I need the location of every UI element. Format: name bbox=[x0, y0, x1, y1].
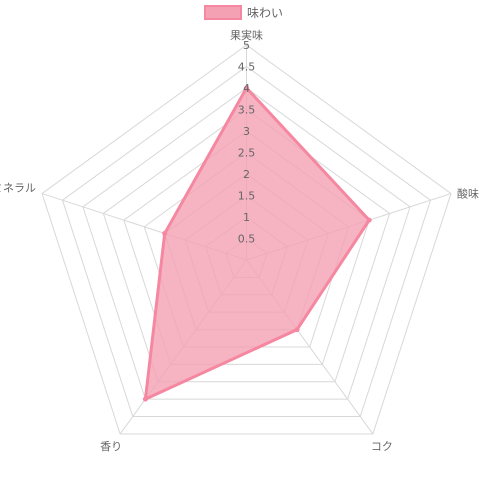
tick-label: 3 bbox=[243, 125, 250, 138]
data-point[interactable] bbox=[142, 396, 148, 402]
axis-label: 香り bbox=[100, 440, 122, 453]
tick-label: 4 bbox=[243, 82, 250, 95]
tick-labels: 0.5 1 1.5 2 2.5 3 3.5 4 4.5 5 bbox=[238, 39, 256, 246]
data-point[interactable] bbox=[366, 217, 372, 223]
data-point[interactable] bbox=[244, 85, 249, 91]
axis-label: 果実味 bbox=[230, 28, 263, 42]
tick-label: 5 bbox=[243, 39, 250, 52]
legend-swatch bbox=[204, 5, 242, 20]
series-area bbox=[143, 86, 371, 401]
axis-label: 酸味 bbox=[457, 187, 479, 201]
data-point[interactable] bbox=[162, 230, 168, 236]
tick-label: 2 bbox=[243, 168, 250, 181]
grid-ring bbox=[82, 87, 411, 400]
tick-label: 1.5 bbox=[238, 190, 256, 203]
grid-ring bbox=[41, 44, 452, 435]
data-point[interactable] bbox=[294, 327, 300, 333]
legend[interactable]: 味わい bbox=[204, 5, 283, 20]
tick-label: 3.5 bbox=[238, 104, 256, 117]
tick-label: 4.5 bbox=[238, 61, 256, 74]
axis-label: コク bbox=[371, 440, 393, 453]
tick-label: 2.5 bbox=[238, 147, 256, 160]
tick-label: 0.5 bbox=[238, 233, 256, 246]
tick-label: 1 bbox=[243, 211, 250, 224]
grid-ring bbox=[102, 108, 391, 383]
legend-label: 味わい bbox=[247, 6, 283, 20]
grid-ring bbox=[61, 65, 432, 418]
series-layer bbox=[142, 85, 372, 402]
axis-label: ミネラル bbox=[0, 182, 36, 195]
